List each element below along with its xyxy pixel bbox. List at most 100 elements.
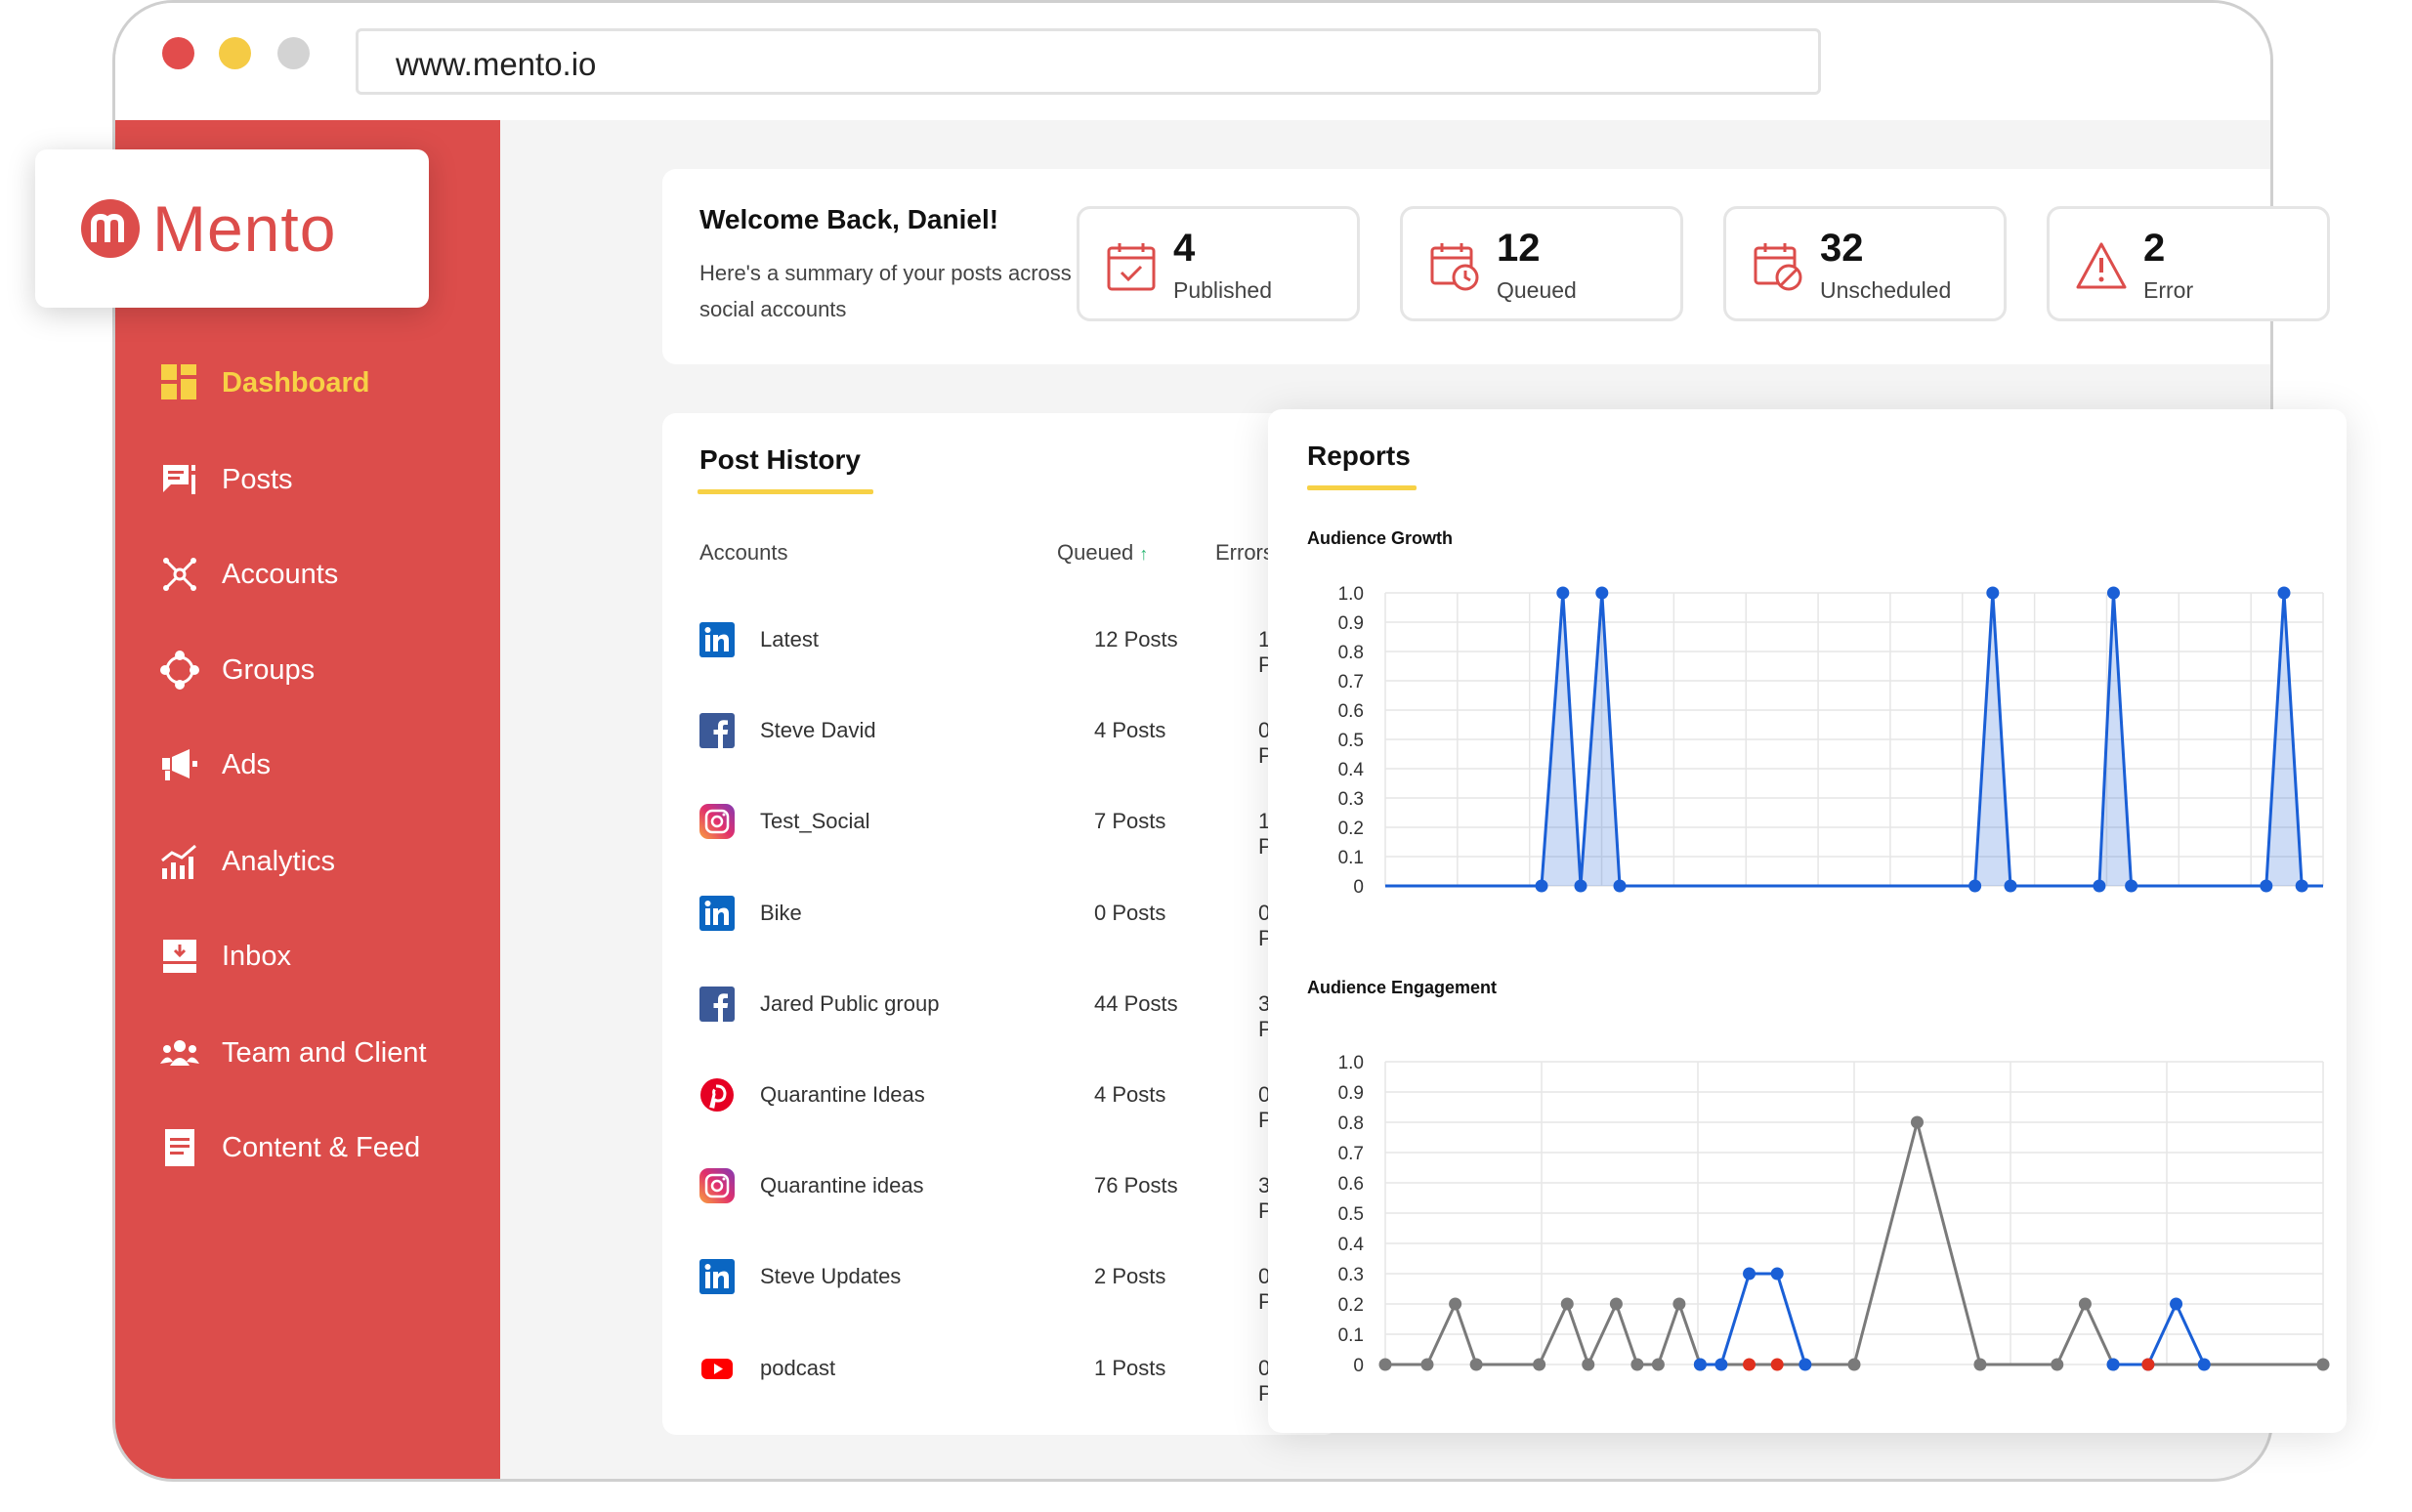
sidebar-item-analytics[interactable]: Analytics (159, 832, 335, 891)
y-tick-label: 0.2 (1338, 1295, 1364, 1316)
minimize-window-button[interactable] (219, 37, 251, 69)
data-point (1560, 1297, 1574, 1311)
data-point (1469, 1358, 1483, 1371)
sidebar-item-team-and-client[interactable]: Team and Client (159, 1024, 427, 1082)
analytics-icon (159, 841, 200, 882)
close-window-button[interactable] (162, 37, 194, 69)
data-point (1986, 586, 2000, 600)
column-header-queued[interactable]: Queued ↑ (1057, 540, 1148, 566)
account-name: Steve David (760, 718, 876, 743)
facebook-icon (699, 986, 735, 1022)
warning-icon (2076, 242, 2127, 289)
calendar-block-icon (1754, 243, 1802, 291)
title-underline (698, 489, 873, 494)
data-point (2170, 1297, 2183, 1311)
stat-value: 12 (1497, 227, 1541, 270)
queued-count: 4 Posts (1094, 1082, 1166, 1107)
data-point (2106, 1358, 2120, 1371)
data-point (2093, 879, 2106, 893)
post-history-title: Post History (699, 444, 861, 475)
queued-count: 12 Posts (1094, 627, 1178, 651)
stat-error[interactable]: 2 Error (2047, 206, 2330, 321)
account-name: Latest (760, 627, 819, 651)
engagement-line-blue (1700, 1272, 1807, 1366)
data-point (1693, 1358, 1707, 1371)
inbox-icon (159, 936, 200, 977)
browser-toolbar: www.mento.io (115, 3, 2270, 120)
sidebar-item-label: Dashboard (222, 366, 370, 399)
queued-count: 2 Posts (1094, 1264, 1166, 1289)
data-point (1770, 1267, 1784, 1281)
sidebar-item-ads[interactable]: Ads (159, 735, 271, 794)
data-point (1743, 1267, 1756, 1281)
stat-published[interactable]: 4 Published (1077, 206, 1360, 321)
queued-count: 44 Posts (1094, 990, 1178, 1016)
data-point (1743, 1358, 1756, 1371)
reports-card: Reports Audience Growth 1.0 0.9 0.8 0.7 0.6 0… (1268, 409, 2347, 1433)
sidebar-item-label: Groups (222, 653, 316, 686)
brand-logo[interactable]: Mento (35, 149, 429, 308)
data-point (2051, 1358, 2064, 1371)
account-name: Steve Updates (760, 1264, 902, 1289)
data-point (1574, 879, 1587, 893)
data-point (1910, 1115, 1924, 1129)
welcome-title: Welcome Back, Daniel! (699, 204, 999, 234)
sidebar-item-inbox[interactable]: Inbox (159, 927, 291, 986)
growth-line (1385, 592, 2323, 888)
y-tick-label: 0 (1353, 1356, 1364, 1376)
data-point (2078, 1297, 2092, 1311)
data-point (1582, 1358, 1595, 1371)
maximize-window-button[interactable] (277, 37, 310, 69)
audience-growth-chart: 1.0 0.9 0.8 0.7 0.6 0.5 0.4 0.3 0.2 0.1 0 (1338, 584, 2324, 898)
megaphone-icon (159, 744, 200, 785)
post-history-card: Post History Accounts Queued ↑ Errors ↓ … (662, 413, 1338, 1435)
y-tick-label: 0.7 (1338, 1144, 1364, 1164)
stat-label: Error (2143, 277, 2194, 303)
sidebar-item-label: Accounts (222, 558, 339, 590)
data-point (1847, 1358, 1861, 1371)
sidebar-item-content-feed[interactable]: Content & Feed (159, 1118, 420, 1177)
sidebar-item-accounts[interactable]: Accounts (159, 545, 338, 604)
data-point (1609, 1297, 1623, 1311)
account-name: Test_Social (760, 809, 870, 834)
stat-label: Published (1173, 277, 1273, 303)
address-bar[interactable]: www.mento.io (356, 28, 1821, 95)
data-point (2004, 879, 2017, 893)
sidebar-item-label: Inbox (222, 940, 291, 972)
pinterest-icon (699, 1077, 735, 1113)
data-point (1798, 1358, 1812, 1371)
linkedin-icon (699, 895, 735, 931)
posts-icon (159, 459, 200, 500)
y-tick-label: 0.9 (1338, 1083, 1364, 1104)
queued-count: 1 Posts (1094, 1355, 1166, 1380)
data-point (1613, 879, 1627, 893)
y-tick-label: 0.3 (1338, 789, 1364, 810)
facebook-icon (699, 713, 735, 749)
stat-unscheduled[interactable]: 32 Unscheduled (1723, 206, 2007, 321)
instagram-icon (699, 804, 735, 840)
y-tick-label: 0.8 (1338, 1113, 1364, 1134)
account-name: Bike (760, 900, 802, 925)
sidebar-item-groups[interactable]: Groups (159, 641, 315, 699)
stat-value: 4 (1173, 227, 1196, 270)
brand-name: Mento (152, 192, 337, 265)
column-header-accounts: Accounts (699, 540, 788, 565)
sidebar-item-dashboard[interactable]: Dashboard (159, 354, 369, 412)
sidebar-item-posts[interactable]: Posts (159, 450, 293, 509)
column-header-errors-label: Errors (1215, 540, 1274, 565)
sidebar-item-label: Content & Feed (222, 1131, 421, 1163)
stat-queued[interactable]: 12 Queued (1400, 206, 1683, 321)
data-point (1968, 879, 1982, 893)
data-point (2125, 879, 2138, 893)
data-point (1651, 1358, 1665, 1371)
data-point (1449, 1297, 1462, 1311)
